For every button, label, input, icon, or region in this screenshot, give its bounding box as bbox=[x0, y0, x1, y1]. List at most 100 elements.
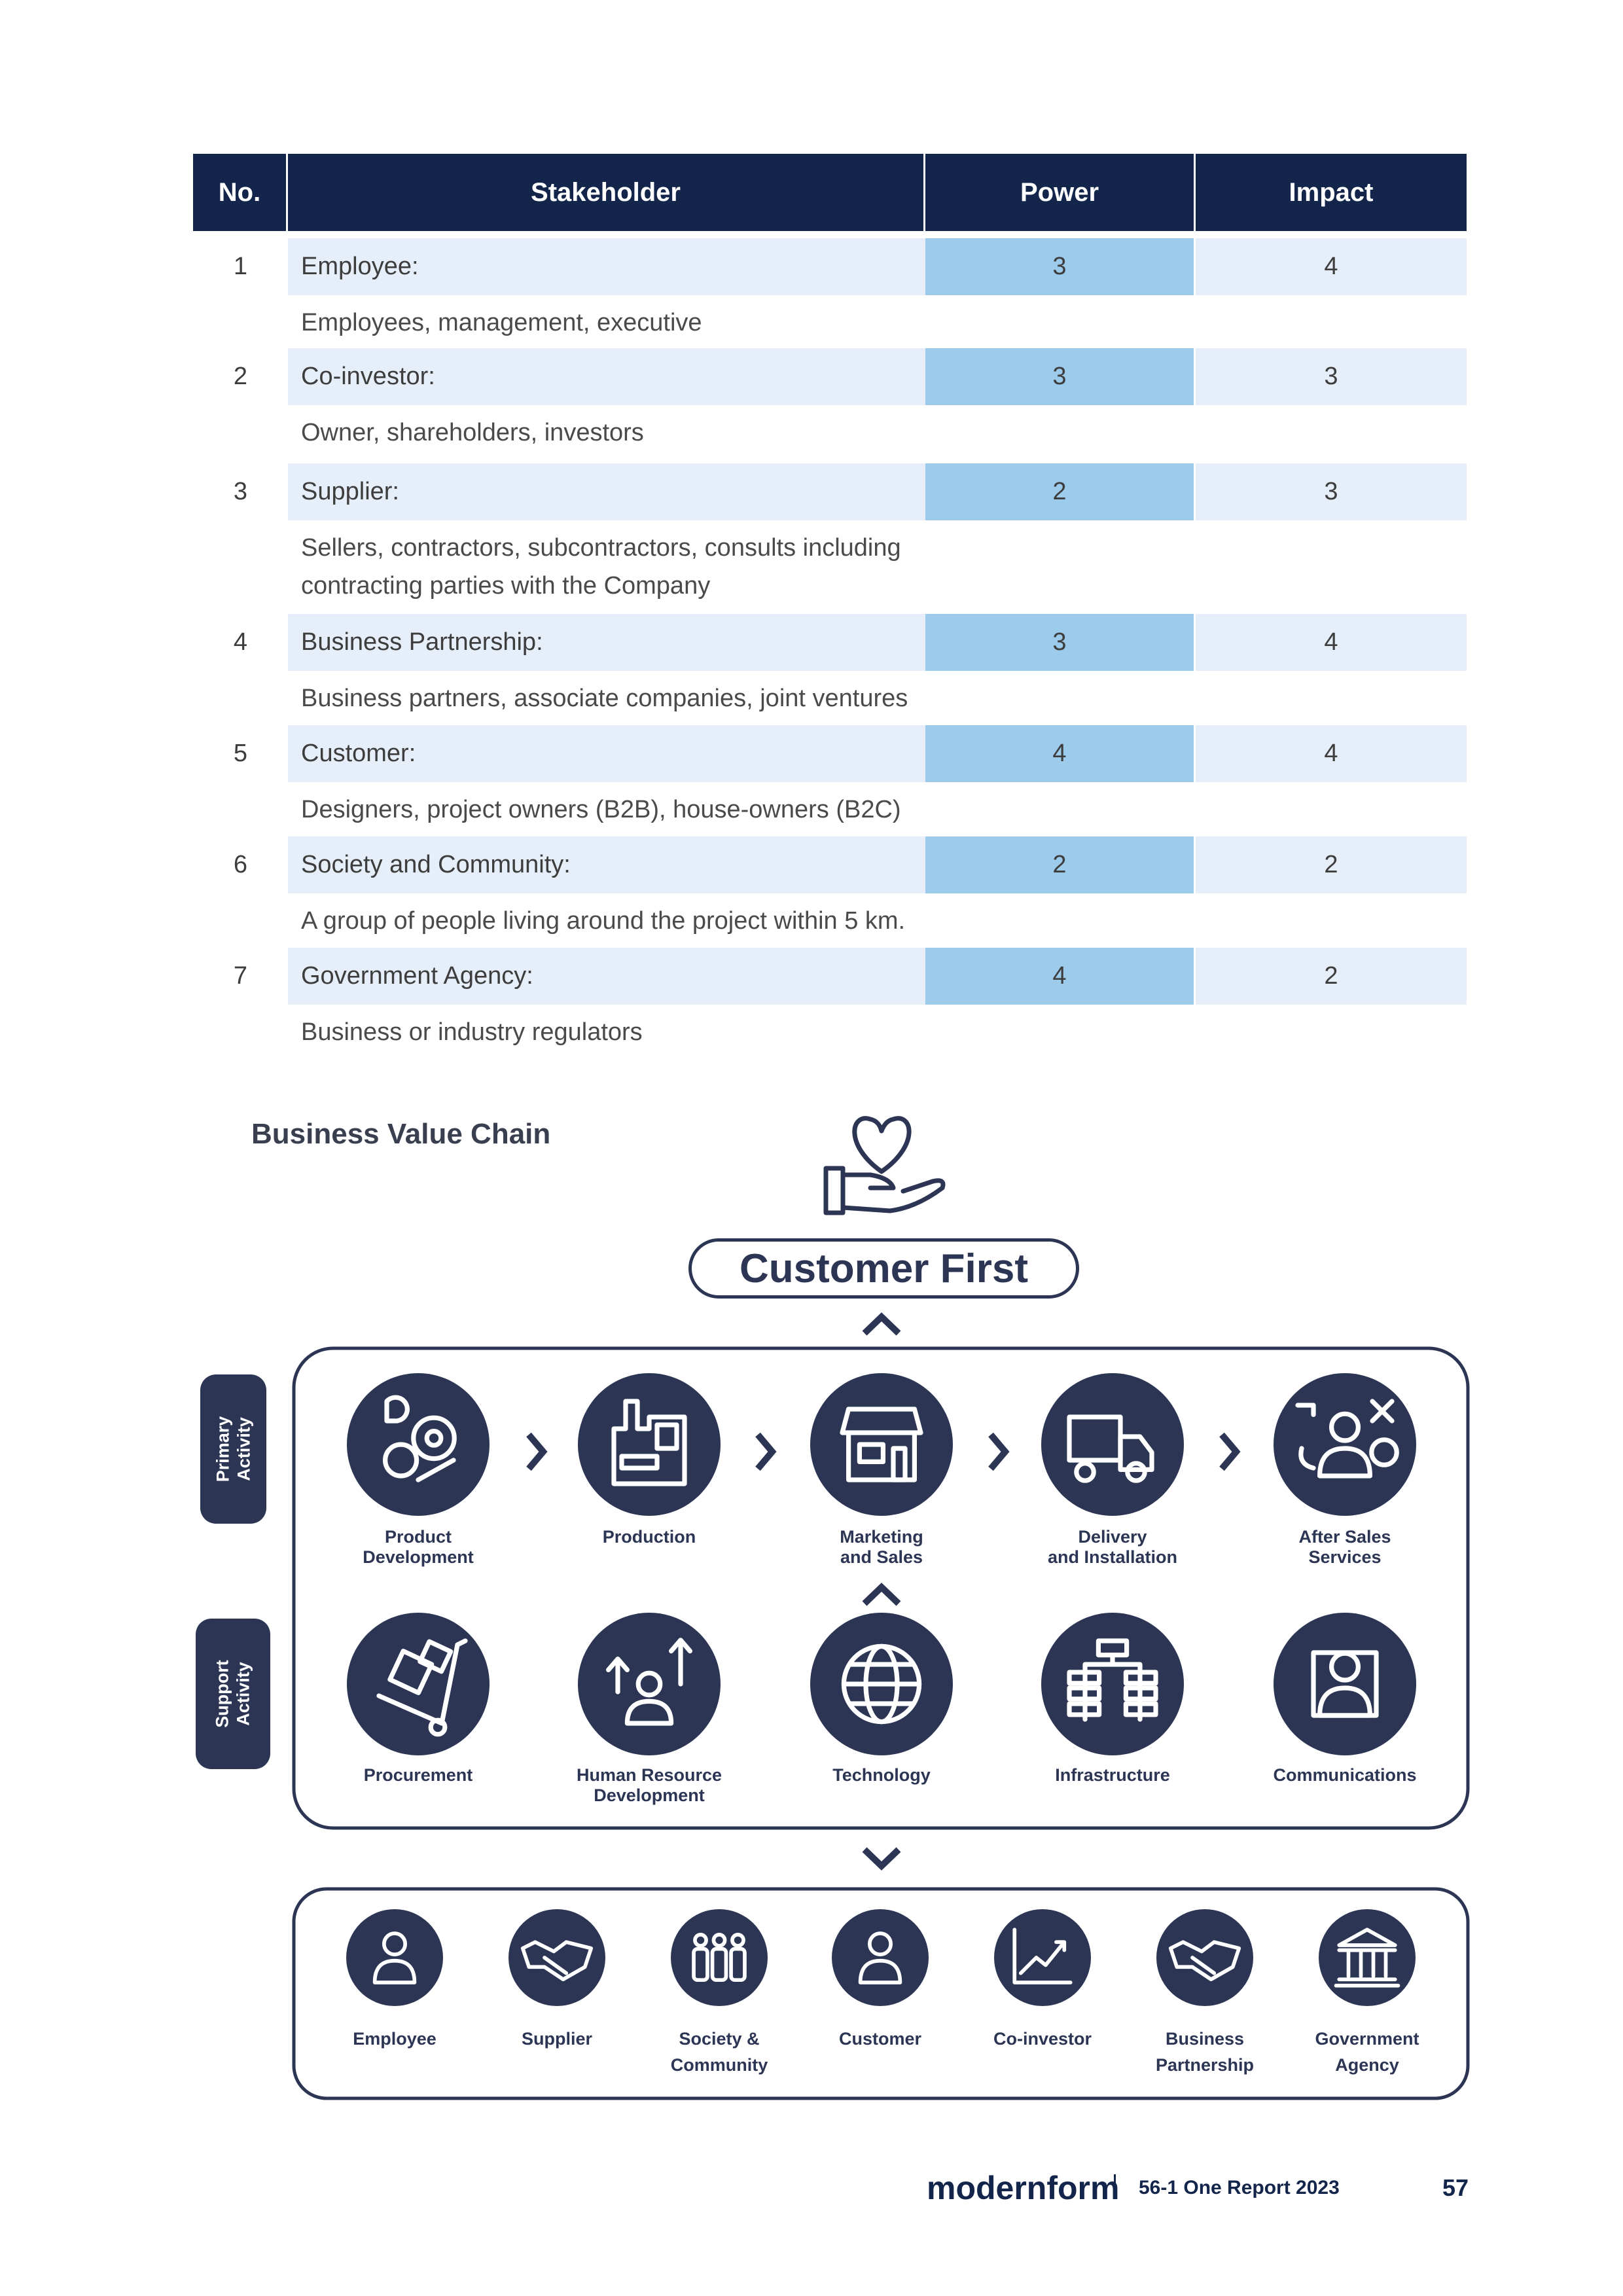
row-no: 2 bbox=[233, 363, 248, 390]
primary-label: Primary Activity bbox=[213, 1416, 254, 1482]
icon-part bbox=[1067, 1670, 1102, 1686]
icon-part bbox=[1123, 1685, 1158, 1702]
icon-part bbox=[692, 1946, 709, 1982]
primary-label: After Sales Services bbox=[1298, 1527, 1391, 1567]
row-no: 4 bbox=[233, 628, 248, 656]
support-label: Procurement bbox=[363, 1765, 473, 1785]
row-description: Designers, project owners (B2B), house-o… bbox=[301, 796, 901, 823]
icon-part bbox=[1012, 1928, 1073, 1984]
stakeholder-label: Employee bbox=[353, 2029, 437, 2049]
icon-part bbox=[693, 1932, 708, 1948]
icon bbox=[1012, 1928, 1073, 1984]
row-power: 4 bbox=[925, 948, 1194, 1005]
primary-label: Marketing and Sales bbox=[840, 1527, 923, 1567]
row-no: 7 bbox=[233, 962, 248, 990]
stakeholder-label: Supplier bbox=[521, 2029, 592, 2049]
icon-circle bbox=[347, 1613, 490, 1755]
icon-circle bbox=[1274, 1613, 1416, 1755]
icon-part bbox=[867, 1931, 893, 1957]
row-name: Supplier: bbox=[288, 463, 925, 520]
row-no: 5 bbox=[233, 740, 248, 767]
icon-circle bbox=[508, 1909, 605, 2006]
cuff bbox=[823, 1166, 846, 1215]
heart bbox=[852, 1116, 912, 1174]
icon-part bbox=[1123, 1670, 1158, 1686]
row-description: A group of people living around the proj… bbox=[301, 907, 906, 935]
icon-circle bbox=[578, 1373, 721, 1516]
primary-label: Production bbox=[602, 1527, 696, 1547]
stakeholder-label: Customer bbox=[838, 2029, 922, 2049]
support-label: Technology bbox=[832, 1765, 931, 1785]
row-no: 1 bbox=[233, 253, 248, 280]
icon-part bbox=[1329, 1651, 1361, 1683]
stakeholder-label: Co-investor bbox=[993, 2029, 1092, 2049]
icon bbox=[1067, 1638, 1158, 1722]
icon-part bbox=[384, 1395, 456, 1482]
icon-part bbox=[840, 1407, 923, 1482]
icon bbox=[692, 1932, 747, 1982]
stakeholder-label: Government Agency bbox=[1315, 2029, 1419, 2075]
row-power: 2 bbox=[925, 836, 1194, 893]
icon bbox=[372, 1931, 417, 1984]
icon-part bbox=[1295, 1399, 1395, 1471]
icon-part bbox=[1334, 1928, 1400, 1988]
icon-part bbox=[1123, 1701, 1158, 1717]
row-impact: 3 bbox=[1196, 463, 1467, 520]
brand: modernform bbox=[927, 2170, 1120, 2206]
chevron-down bbox=[862, 1847, 901, 1871]
row-power: 3 bbox=[925, 348, 1194, 405]
icon-part bbox=[729, 1946, 747, 1982]
icon-part bbox=[1118, 1434, 1154, 1473]
icon-part bbox=[418, 1639, 454, 1674]
icon-circle bbox=[578, 1613, 721, 1755]
icon-part bbox=[376, 1638, 468, 1726]
row-impact: 4 bbox=[1196, 614, 1467, 671]
icon-part bbox=[387, 1649, 435, 1696]
icon-part bbox=[1074, 1461, 1096, 1483]
flow-arrow bbox=[988, 1432, 1010, 1471]
icon-circle bbox=[347, 1373, 490, 1516]
icon-circle bbox=[671, 1909, 768, 2006]
icon bbox=[376, 1638, 468, 1737]
row-name: Co-investor: bbox=[288, 348, 925, 405]
row-name: Government Agency: bbox=[288, 948, 925, 1005]
icon-part bbox=[611, 1399, 687, 1486]
icon-part bbox=[411, 1415, 457, 1462]
row-no: 3 bbox=[233, 478, 248, 505]
icon-part bbox=[605, 1638, 693, 1726]
row-power: 4 bbox=[925, 725, 1194, 782]
icon-part bbox=[857, 1442, 886, 1465]
support-tab: Support Activity bbox=[196, 1619, 270, 1769]
row-no: 6 bbox=[233, 851, 248, 878]
primary-tab: Primary Activity bbox=[200, 1374, 266, 1524]
icon-part bbox=[1067, 1701, 1102, 1717]
separator bbox=[1114, 2174, 1116, 2199]
icon-part bbox=[841, 1662, 922, 1706]
stakeholder-label: Society & Community bbox=[670, 2029, 768, 2075]
icon-circle bbox=[1041, 1373, 1184, 1516]
icon-part bbox=[710, 1946, 728, 1982]
section-title: Business Value Chain bbox=[251, 1118, 551, 1150]
row-description: Business partners, associate companies, … bbox=[301, 685, 908, 712]
icon-part bbox=[619, 1454, 660, 1471]
icon-part bbox=[1168, 1940, 1241, 1982]
row-description: Owner, shareholders, investors bbox=[301, 419, 644, 446]
customer-first: Customer First bbox=[688, 1238, 1079, 1299]
header-cell: Power bbox=[925, 154, 1194, 231]
icon bbox=[1311, 1650, 1379, 1718]
flow-arrow bbox=[526, 1432, 548, 1471]
icon bbox=[382, 1395, 457, 1482]
icon-circle bbox=[832, 1909, 929, 2006]
flow-arrow bbox=[1219, 1432, 1241, 1471]
primary-label: Delivery and Installation bbox=[1047, 1527, 1178, 1567]
flow-arrow bbox=[755, 1432, 777, 1471]
icon-part bbox=[1067, 1685, 1102, 1702]
hand bbox=[840, 1172, 946, 1213]
header-cell: No. bbox=[193, 154, 286, 231]
chevron-up bbox=[862, 1312, 901, 1336]
row-power: 3 bbox=[925, 614, 1194, 671]
row-description: Employees, management, executive bbox=[301, 309, 702, 336]
row-impact: 2 bbox=[1196, 836, 1467, 893]
icon-part bbox=[1317, 1446, 1373, 1479]
icon bbox=[605, 1638, 693, 1726]
